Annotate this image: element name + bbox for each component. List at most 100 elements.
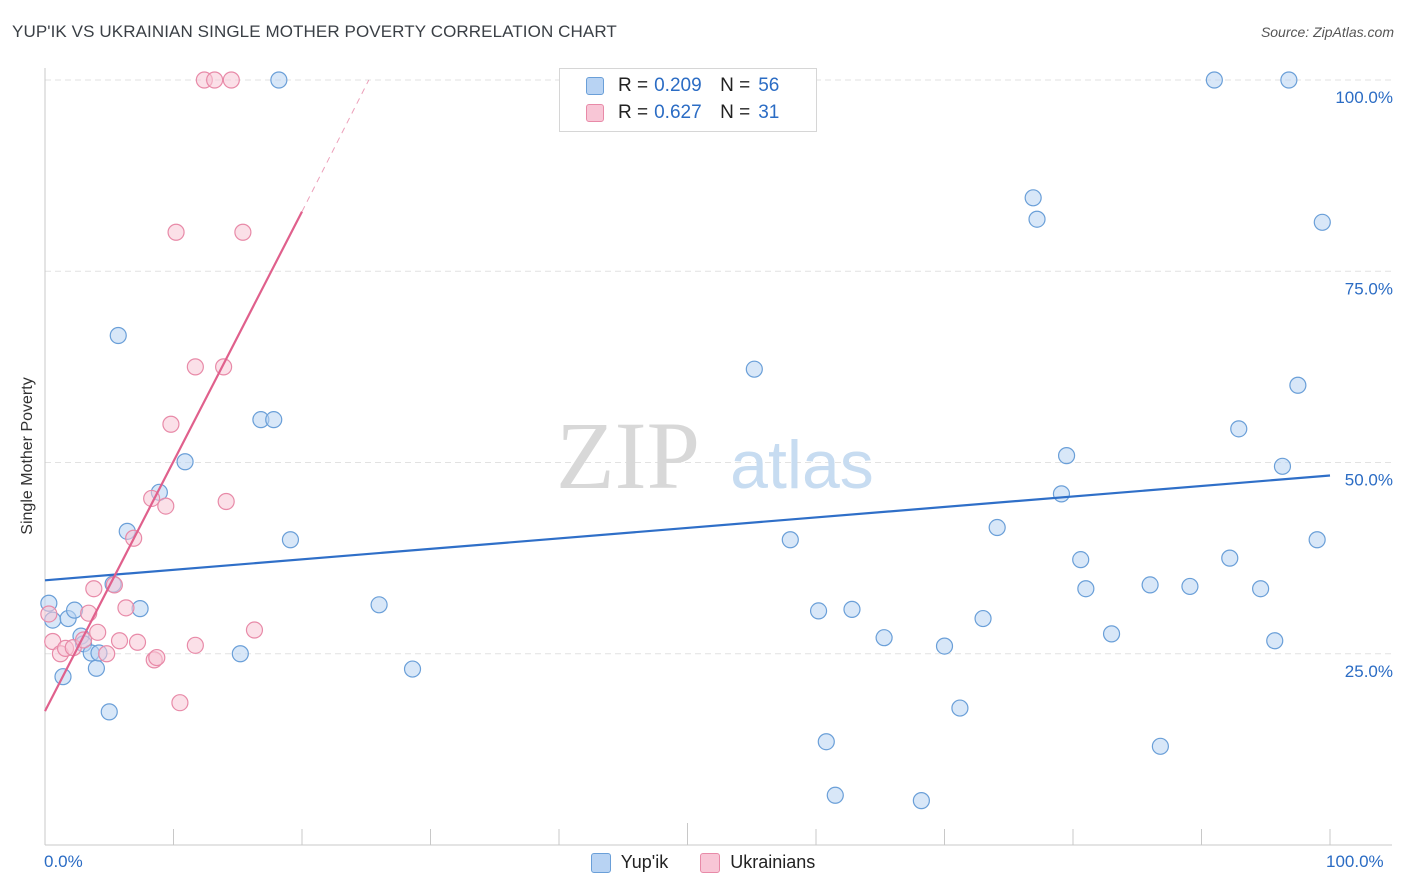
yupik-point <box>281 531 300 549</box>
legend-n-value: 31 <box>758 102 780 123</box>
source-credit: Source: ZipAtlas.com <box>1260 24 1394 40</box>
yupik-point <box>1141 576 1159 594</box>
yupik-point <box>1280 71 1298 89</box>
yupik-point <box>809 602 828 620</box>
ukrainians-point <box>186 636 204 654</box>
yupik-point <box>265 411 283 429</box>
yupik-point <box>781 531 799 549</box>
y-tick-label: 25.0% <box>1345 662 1393 681</box>
ukrainians-point <box>98 645 116 663</box>
legend-r-label: R = <box>618 102 649 123</box>
yupik-point <box>912 792 930 810</box>
yupik-point <box>1077 580 1095 598</box>
stats-legend: R = 0.209 N = 56 R = 0.627 N = 31 <box>559 68 817 132</box>
series-legend-swatch-ukrainians <box>700 852 721 873</box>
ukrainians-trendline-extension <box>301 79 370 212</box>
gridlines <box>45 79 1392 655</box>
series-legend: Yup'ik Ukrainians <box>0 852 1406 873</box>
yupik-point <box>1205 71 1223 89</box>
yupik-point <box>1181 577 1199 596</box>
yupik-point <box>1266 632 1284 650</box>
ukrainians-point <box>217 492 235 511</box>
yupik-point <box>109 326 127 345</box>
ukrainians-point <box>89 623 107 641</box>
ukrainians-point <box>222 71 240 89</box>
yupik-point <box>1289 376 1307 394</box>
yupik-point <box>843 600 861 618</box>
yupik-point <box>1024 189 1042 207</box>
axes <box>44 68 1392 846</box>
ukrainians-point <box>167 223 185 241</box>
chart-title: YUP'IK VS UKRAINIAN SINGLE MOTHER POVERT… <box>12 22 617 41</box>
watermark-zip: ZIP <box>556 402 700 509</box>
series-legend-label-yupik: Yup'ik <box>620 852 669 872</box>
y-axis-label: Single Mother Poverty <box>19 377 36 535</box>
legend-swatch-yupik <box>586 77 604 95</box>
ukrainians-point <box>110 632 129 650</box>
legend-row-yupik: R = 0.209 N = 56 <box>586 75 779 97</box>
yupik-point <box>1252 580 1270 598</box>
yupik-trendline <box>44 474 1331 582</box>
legend-r-label: R = <box>618 75 649 96</box>
yupik-point <box>176 453 194 471</box>
legend-n-value: 56 <box>758 75 780 96</box>
ukrainians-points <box>40 71 264 712</box>
yupik-point <box>1151 737 1169 755</box>
yupik-point <box>1102 625 1121 643</box>
ukrainians-point <box>128 633 147 651</box>
series-legend-swatch-yupik <box>590 852 611 873</box>
yupik-point <box>1028 210 1046 228</box>
yupik-point <box>875 629 893 647</box>
x-tick-label-min: 0.0% <box>44 852 83 871</box>
trendlines <box>44 79 1331 712</box>
yupik-point <box>231 645 249 663</box>
legend-n-label: N = <box>720 75 751 96</box>
yupik-point <box>1221 549 1239 567</box>
ukrainians-point <box>245 621 264 639</box>
watermark-atlas: atlas <box>730 427 874 503</box>
yupik-point <box>988 518 1006 537</box>
ukrainians-point <box>85 580 103 598</box>
watermark: ZIP atlas <box>556 402 874 509</box>
yupik-point <box>826 786 844 804</box>
ukrainians-point <box>206 71 224 89</box>
yupik-point <box>745 360 763 378</box>
y-tick-label: 75.0% <box>1345 279 1393 298</box>
yupik-point <box>817 733 835 751</box>
yupik-point <box>1313 213 1331 231</box>
ukrainians-point <box>157 497 175 515</box>
yupik-point <box>935 637 954 655</box>
ukrainians-point <box>117 599 135 617</box>
yupik-point <box>100 703 118 721</box>
y-tick-labels: 25.0% 50.0% 75.0% 100.0% <box>1335 88 1393 681</box>
y-tick-label: 100.0% <box>1335 88 1393 107</box>
legend-r-value: 0.209 <box>654 75 702 96</box>
legend-r-value: 0.627 <box>654 102 702 123</box>
yupik-point <box>270 71 288 89</box>
yupik-point <box>1308 531 1326 549</box>
legend-row-ukrainians: R = 0.627 N = 31 <box>586 102 779 124</box>
yupik-point <box>951 699 969 717</box>
x-tick-label-max: 100.0% <box>1326 852 1384 871</box>
yupik-point <box>1052 485 1071 503</box>
legend-swatch-ukrainians <box>586 104 604 122</box>
series-legend-label-ukrainians: Ukrainians <box>730 852 816 872</box>
ukrainians-point <box>186 358 204 376</box>
y-tick-label: 50.0% <box>1345 471 1393 490</box>
ukrainians-point <box>162 415 180 433</box>
ukrainians-point <box>171 694 189 712</box>
yupik-point <box>1057 447 1076 465</box>
yupik-point <box>65 601 84 619</box>
ukrainians-point <box>148 648 166 667</box>
yupik-point <box>403 660 422 678</box>
yupik-point <box>1072 551 1090 569</box>
ukrainians-point <box>40 605 58 623</box>
yupik-point <box>974 609 992 628</box>
yupik-point <box>1273 457 1292 475</box>
yupik-point <box>87 659 106 677</box>
legend-n-label: N = <box>720 102 751 123</box>
series-legend-ukrainians: Ukrainians <box>700 852 815 873</box>
series-legend-yupik: Yup'ik <box>590 852 669 873</box>
yupik-point <box>370 596 388 614</box>
